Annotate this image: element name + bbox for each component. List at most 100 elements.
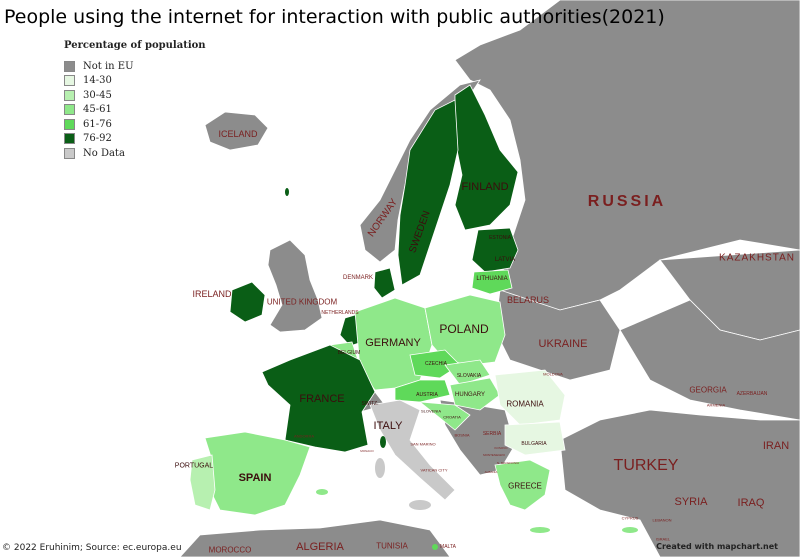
caucasus-region [619, 299, 800, 421]
legend-swatch [64, 60, 75, 72]
label-malta: MALTA [440, 544, 456, 550]
label-algeria: ALGERIA [296, 541, 344, 553]
legend-label: 30-45 [83, 89, 112, 101]
label-greece: GREECE [508, 481, 542, 491]
label-kazakhstan: KAZAKHSTAN [719, 252, 795, 264]
label-latvia: LATVIA [494, 257, 516, 263]
legend-swatch [64, 118, 75, 130]
label-belarus: BELARUS [506, 295, 550, 305]
label-france: FRANCE [299, 393, 345, 405]
label-hungary: HUNGARY [455, 392, 485, 398]
label-estonia: ESTONIA [489, 235, 511, 241]
label-sanmarino: SAN MARINO [410, 441, 436, 447]
label-poland: POLAND [439, 322, 489, 336]
cyprus-island [622, 527, 638, 533]
mallorca-island [316, 489, 328, 495]
lithuania-shape [471, 269, 513, 295]
denmark-shape [373, 267, 396, 299]
ukraine-belarus-region [494, 289, 621, 381]
label-lebanon: LEBANON [652, 517, 672, 523]
romania-shape [494, 369, 566, 426]
label-iran: IRAN [762, 440, 790, 452]
label-romania: ROMANIA [506, 399, 544, 409]
source-footer: © 2022 Eruhinim; Source: ec.europa.eu [2, 543, 182, 553]
legend-item: Not in EU [64, 59, 206, 73]
corsica-island [380, 436, 386, 448]
label-morocco: MOROCCO [208, 545, 252, 555]
label-bulgaria: BULGARIA [521, 441, 547, 447]
legend-swatch [64, 104, 75, 115]
legend-swatch [64, 133, 75, 144]
label-azerbaijan: AZERBAIJAN [736, 391, 768, 397]
legend-swatch [64, 147, 75, 159]
eu-countries [189, 84, 566, 516]
italy-shape [369, 399, 456, 501]
label-spain: SPAIN [238, 472, 272, 484]
legend-item: 45-61 [64, 103, 206, 117]
poland-shape [424, 294, 506, 366]
label-slovenia: SLOVENIA [420, 408, 442, 414]
legend-item: 14-30 [64, 74, 206, 88]
malta-island [432, 544, 438, 550]
label-turkey: TURKEY [613, 457, 679, 474]
legend-title: Percentage of population [64, 40, 206, 51]
label-israel: ISRAEL [655, 536, 671, 542]
legend-item: 61-76 [64, 117, 206, 131]
label-czechia: CZECHIA [425, 361, 447, 367]
legend-label: 14-30 [83, 75, 112, 86]
label-serbia: SERBIA [482, 431, 502, 437]
label-netherlands: NETHERLANDS [321, 310, 359, 316]
iceland-region [204, 111, 269, 151]
label-ukraine: UKRAINE [538, 338, 588, 350]
label-croatia: CROATIA [443, 414, 461, 420]
label-andorra: ANDORRA [293, 433, 315, 439]
austria-shape [394, 379, 451, 403]
label-russia: RUSSIA [587, 193, 667, 210]
legend-label: 45-61 [83, 104, 112, 115]
label-belgium: BELGIUM [337, 350, 361, 356]
label-armenia: ARMENIA [706, 402, 726, 408]
sicily-island [409, 500, 431, 510]
label-georgia: GEORGIA [689, 385, 727, 395]
uk-region [267, 239, 323, 333]
slovenia-croatia-shape [418, 401, 471, 431]
crete-island [530, 527, 550, 533]
label-bosnia: BOSNIA [454, 432, 470, 438]
label-ireland: IRELAND [192, 289, 232, 299]
label-tunisia: TUNISIA [376, 541, 408, 551]
gotland-island [285, 188, 289, 196]
label-switzerland: SWITZ. [361, 401, 379, 407]
label-uk: UNITED KINGDOM [266, 297, 338, 307]
label-germany: GERMANY [365, 337, 421, 349]
label-syria: SYRIA [674, 496, 708, 508]
legend-swatch [64, 89, 75, 101]
slovakia-shape [444, 359, 491, 386]
bulgaria-shape [504, 421, 566, 456]
label-moldova: MOLDOVA [543, 371, 563, 377]
credit-footer: Created with mapchart.net [656, 542, 778, 551]
estonia-latvia-shape [471, 227, 519, 273]
label-monaco: MONACO [360, 449, 374, 453]
legend-swatch [64, 75, 75, 86]
hungary-shape [449, 377, 501, 411]
ireland-shape [229, 281, 266, 323]
portugal-shape [189, 454, 216, 511]
label-lithuania: LITHUANIA [476, 276, 508, 282]
sardinia-island [375, 458, 385, 478]
legend-item: 76-92 [64, 132, 206, 146]
label-montenegro: MONTENEGRO [483, 453, 505, 457]
legend-item: 30-45 [64, 88, 206, 102]
north-africa-region [179, 519, 451, 557]
turkey-middleeast-region [559, 409, 800, 557]
label-iceland: ICELAND [218, 129, 258, 139]
legend-label: 61-76 [83, 118, 112, 130]
label-iraq: IRAQ [737, 497, 765, 509]
sweden-shape [397, 99, 459, 286]
label-albania: ALBANIA [484, 470, 498, 474]
label-cyprus: CYPRUS [621, 515, 639, 521]
map-title: People using the internet for interactio… [4, 6, 665, 28]
legend-item: No Data [64, 146, 206, 160]
france-shape [261, 344, 376, 453]
label-vatican: VATICAN CITY [420, 467, 448, 473]
